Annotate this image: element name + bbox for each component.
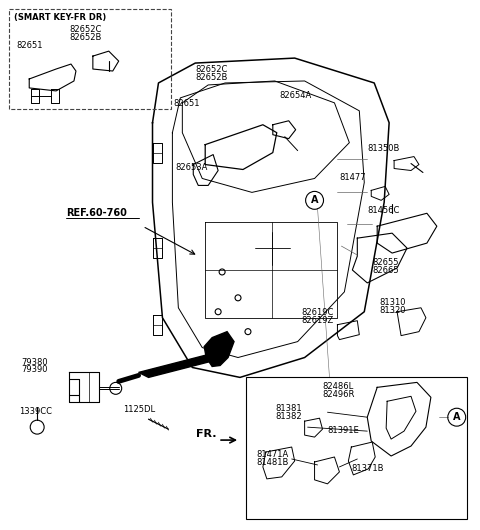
Text: 82665: 82665 bbox=[372, 266, 399, 275]
Text: 82655: 82655 bbox=[372, 258, 399, 267]
Text: 81391E: 81391E bbox=[327, 426, 359, 435]
Text: 82652C: 82652C bbox=[69, 25, 101, 34]
Text: 81471A: 81471A bbox=[256, 450, 288, 459]
Text: 82486L: 82486L bbox=[323, 382, 354, 391]
Text: 82651: 82651 bbox=[173, 99, 200, 108]
Text: FR.: FR. bbox=[196, 429, 217, 439]
Text: 81481B: 81481B bbox=[256, 458, 288, 467]
Text: 1125DL: 1125DL bbox=[123, 405, 155, 414]
Text: 79380: 79380 bbox=[21, 358, 48, 367]
Text: 82651: 82651 bbox=[16, 41, 43, 50]
Text: 81320: 81320 bbox=[379, 306, 406, 315]
Text: 82653A: 82653A bbox=[175, 163, 208, 172]
Bar bbox=[246, 377, 467, 519]
Text: 82652B: 82652B bbox=[69, 33, 101, 42]
Text: 82619C: 82619C bbox=[301, 308, 334, 317]
Text: A: A bbox=[453, 412, 460, 422]
Bar bbox=[9, 10, 171, 109]
Text: 81456C: 81456C bbox=[367, 206, 400, 215]
Text: 81310: 81310 bbox=[379, 298, 406, 307]
Text: 82652C: 82652C bbox=[195, 65, 228, 74]
Text: 82654A: 82654A bbox=[280, 91, 312, 100]
Text: 79390: 79390 bbox=[21, 366, 48, 375]
Text: 82652B: 82652B bbox=[195, 73, 228, 82]
Text: 82496R: 82496R bbox=[323, 390, 355, 399]
Text: 1339CC: 1339CC bbox=[19, 407, 52, 416]
Text: 82619Z: 82619Z bbox=[301, 316, 334, 325]
Polygon shape bbox=[204, 332, 234, 366]
Text: A: A bbox=[311, 196, 318, 205]
Text: 81371B: 81371B bbox=[351, 464, 384, 473]
Text: 81350B: 81350B bbox=[367, 144, 400, 153]
Text: REF.60-760: REF.60-760 bbox=[66, 208, 127, 218]
Polygon shape bbox=[139, 355, 218, 377]
Text: (SMART KEY-FR DR): (SMART KEY-FR DR) bbox=[14, 13, 107, 22]
Text: 81477: 81477 bbox=[339, 173, 366, 182]
Text: 81382: 81382 bbox=[276, 412, 302, 421]
Text: 81381: 81381 bbox=[276, 404, 302, 413]
